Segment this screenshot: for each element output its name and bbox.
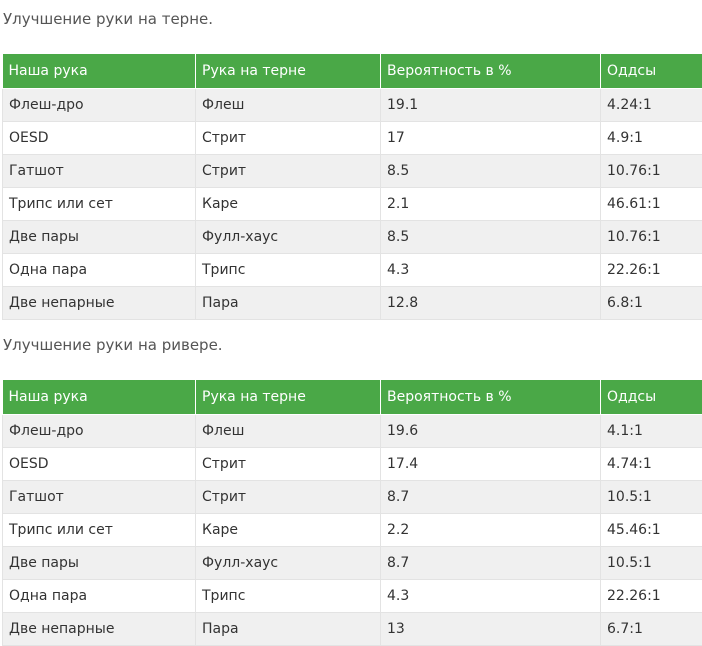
cell-turn-hand: Пара: [196, 287, 381, 320]
cell-our-hand: Две непарные: [3, 287, 196, 320]
cell-odds: 10.76:1: [601, 155, 702, 188]
cell-our-hand: Трипс или сет: [3, 514, 196, 547]
cell-our-hand: Трипс или сет: [3, 188, 196, 221]
header-turn-hand: Рука на терне: [196, 380, 381, 415]
cell-probability: 17.4: [381, 448, 601, 481]
table-row: Флеш-дро Флеш 19.6 4.1:1: [3, 415, 702, 448]
cell-odds: 10.76:1: [601, 221, 702, 254]
cell-our-hand: Одна пара: [3, 254, 196, 287]
header-our-hand: Наша рука: [3, 380, 196, 415]
cell-our-hand: Гатшот: [3, 155, 196, 188]
table-row: Гатшот Стрит 8.7 10.5:1: [3, 481, 702, 514]
table-header-row: Наша рука Рука на терне Вероятность в % …: [3, 54, 702, 89]
header-turn-hand: Рука на терне: [196, 54, 381, 89]
table-header-row: Наша рука Рука на терне Вероятность в % …: [3, 380, 702, 415]
cell-our-hand: Две непарные: [3, 613, 196, 646]
header-our-hand: Наша рука: [3, 54, 196, 89]
cell-turn-hand: Фулл-хаус: [196, 221, 381, 254]
cell-odds: 4.1:1: [601, 415, 702, 448]
cell-probability: 2.2: [381, 514, 601, 547]
header-probability: Вероятность в %: [381, 54, 601, 89]
cell-odds: 4.74:1: [601, 448, 702, 481]
table-row: Флеш-дро Флеш 19.1 4.24:1: [3, 89, 702, 122]
cell-turn-hand: Пара: [196, 613, 381, 646]
header-odds: Оддсы: [601, 54, 702, 89]
cell-turn-hand: Трипс: [196, 254, 381, 287]
cell-our-hand: Гатшот: [3, 481, 196, 514]
cell-our-hand: Две пары: [3, 221, 196, 254]
cell-odds: 6.8:1: [601, 287, 702, 320]
cell-odds: 22.26:1: [601, 254, 702, 287]
cell-turn-hand: Каре: [196, 514, 381, 547]
cell-odds: 22.26:1: [601, 580, 702, 613]
cell-odds: 45.46:1: [601, 514, 702, 547]
cell-our-hand: OESD: [3, 448, 196, 481]
header-probability: Вероятность в %: [381, 380, 601, 415]
cell-probability: 4.3: [381, 254, 601, 287]
cell-odds: 4.24:1: [601, 89, 702, 122]
cell-odds: 10.5:1: [601, 547, 702, 580]
cell-probability: 8.5: [381, 155, 601, 188]
turn-section-title: Улучшение руки на терне.: [3, 9, 213, 29]
river-odds-table: Наша рука Рука на терне Вероятность в % …: [2, 380, 702, 646]
table-row: Одна пара Трипс 4.3 22.26:1: [3, 580, 702, 613]
cell-turn-hand: Стрит: [196, 122, 381, 155]
cell-odds: 10.5:1: [601, 481, 702, 514]
cell-probability: 12.8: [381, 287, 601, 320]
river-section-title: Улучшение руки на ривере.: [3, 335, 223, 355]
table-row: Трипс или сет Каре 2.2 45.46:1: [3, 514, 702, 547]
cell-probability: 8.5: [381, 221, 601, 254]
table-row: Одна пара Трипс 4.3 22.26:1: [3, 254, 702, 287]
table-row: Две пары Фулл-хаус 8.5 10.76:1: [3, 221, 702, 254]
table-row: Трипс или сет Каре 2.1 46.61:1: [3, 188, 702, 221]
table-row: Две непарные Пара 12.8 6.8:1: [3, 287, 702, 320]
cell-odds: 4.9:1: [601, 122, 702, 155]
cell-probability: 19.1: [381, 89, 601, 122]
turn-odds-table: Наша рука Рука на терне Вероятность в % …: [2, 54, 702, 320]
cell-our-hand: Одна пара: [3, 580, 196, 613]
table-row: OESD Стрит 17 4.9:1: [3, 122, 702, 155]
cell-probability: 19.6: [381, 415, 601, 448]
cell-turn-hand: Фулл-хаус: [196, 547, 381, 580]
cell-probability: 2.1: [381, 188, 601, 221]
cell-turn-hand: Стрит: [196, 481, 381, 514]
table-row: OESD Стрит 17.4 4.74:1: [3, 448, 702, 481]
table-row: Две пары Фулл-хаус 8.7 10.5:1: [3, 547, 702, 580]
cell-odds: 6.7:1: [601, 613, 702, 646]
cell-probability: 8.7: [381, 481, 601, 514]
table-row: Две непарные Пара 13 6.7:1: [3, 613, 702, 646]
header-odds: Оддсы: [601, 380, 702, 415]
cell-turn-hand: Стрит: [196, 448, 381, 481]
cell-our-hand: Флеш-дро: [3, 89, 196, 122]
cell-probability: 13: [381, 613, 601, 646]
cell-our-hand: OESD: [3, 122, 196, 155]
cell-probability: 17: [381, 122, 601, 155]
cell-turn-hand: Флеш: [196, 415, 381, 448]
cell-turn-hand: Трипс: [196, 580, 381, 613]
cell-probability: 8.7: [381, 547, 601, 580]
cell-odds: 46.61:1: [601, 188, 702, 221]
cell-turn-hand: Каре: [196, 188, 381, 221]
cell-turn-hand: Флеш: [196, 89, 381, 122]
cell-our-hand: Флеш-дро: [3, 415, 196, 448]
cell-probability: 4.3: [381, 580, 601, 613]
cell-turn-hand: Стрит: [196, 155, 381, 188]
cell-our-hand: Две пары: [3, 547, 196, 580]
table-row: Гатшот Стрит 8.5 10.76:1: [3, 155, 702, 188]
